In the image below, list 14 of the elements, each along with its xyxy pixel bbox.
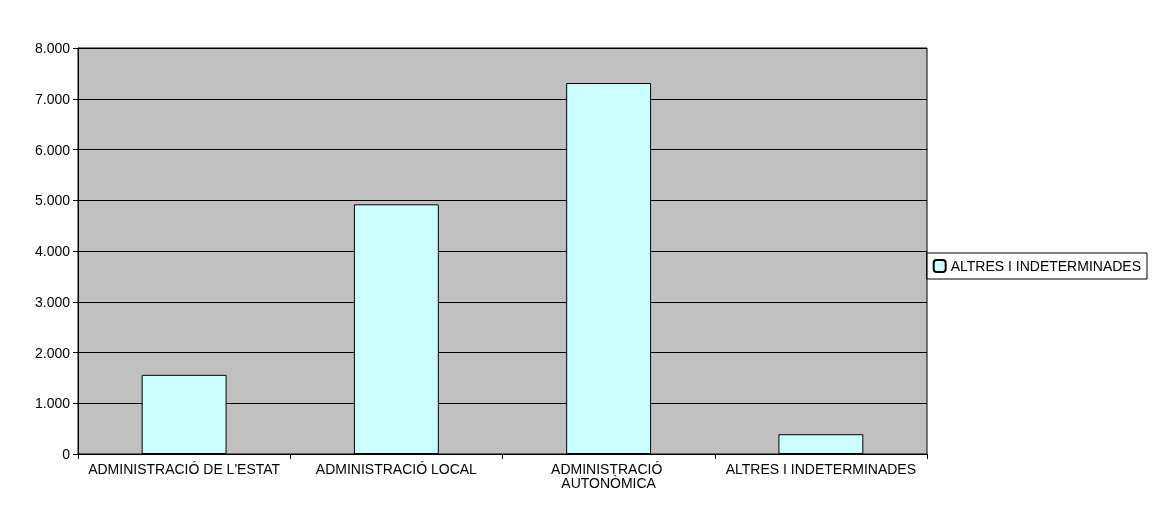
y-tick-label: 6.000 (34, 141, 71, 158)
x-tick-label: ALTRES I INDETERMINADES (725, 461, 917, 477)
y-tick-label: 8.000 (34, 40, 71, 56)
y-tick-label: 5.000 (34, 192, 71, 209)
y-tick-label: 0 (62, 446, 71, 462)
x-tick-label: ADMINISTRACIÓ LOCAL (315, 461, 478, 477)
x-tick-label: ADMINISTRACIÓ DE L'ESTAT (88, 461, 281, 477)
x-tick-label: ADMINISTRACIÓ AUTONÒMICA (551, 461, 667, 491)
y-tick-label: 7.000 (34, 90, 71, 107)
y-tick-label: 4.000 (34, 243, 71, 259)
legend-label: ALTRES I INDETERMINADES (950, 258, 1141, 274)
y-tick-label: 3.000 (34, 293, 71, 310)
y-tick-label: 2.000 (34, 344, 71, 361)
y-tick-label: 1.000 (34, 395, 71, 412)
